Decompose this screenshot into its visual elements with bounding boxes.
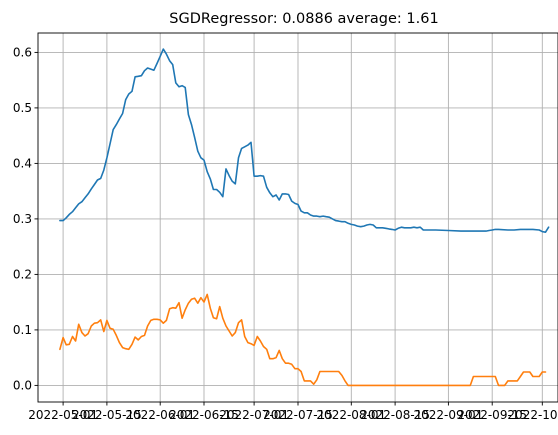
x-tick-label: 2022-05-01 [28,408,98,422]
x-tick-label: 2022-10-01 [507,408,558,422]
series-line-2 [59,293,547,387]
series-line-1 [59,48,550,233]
y-tick-label: 0.4 [13,157,32,171]
grid [38,33,558,402]
y-tick-label: 0.2 [13,268,32,282]
x-tick-label: 2022-09-15 [457,408,527,422]
x-tick-label: 2022-08-15 [360,408,430,422]
x-tick-label: 2022-05-15 [72,408,142,422]
x-tick-label: 2022-07-15 [263,408,333,422]
x-tick-label: 2022-06-15 [169,408,239,422]
x-tick-label: 2022-06-01 [125,408,195,422]
y-tick-label: 0.5 [13,101,32,115]
x-tick-label: 2022-09-01 [414,408,484,422]
x-tick-label: 2022-08-01 [316,408,386,422]
plot-frame [37,32,558,403]
y-tick-label: 0.6 [13,46,32,60]
series-layer [59,48,550,387]
y-tick-label: 0.1 [13,323,32,337]
x-tick-label: 2022-07-01 [219,408,289,422]
chart-title: SGDRegressor: 0.0886 average: 1.61 [169,11,438,27]
y-axis-ticks: 0.0 0.1 0.2 0.3 0.4 0.5 0.6 [13,46,38,393]
y-tick-label: 0.0 [13,379,32,393]
y-tick-label: 0.3 [13,212,32,226]
x-axis-ticks: 2022-05-012022-05-152022-06-012022-06-15… [28,402,558,422]
